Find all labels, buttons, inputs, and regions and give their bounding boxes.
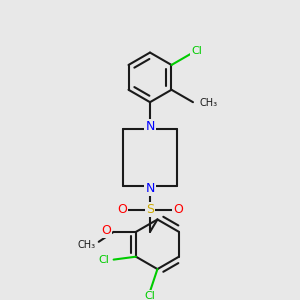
Text: Cl: Cl (191, 46, 202, 56)
Text: N: N (145, 120, 155, 133)
Text: O: O (173, 203, 183, 216)
Text: O: O (101, 224, 111, 237)
Text: S: S (146, 203, 154, 216)
Text: N: N (145, 182, 155, 195)
Text: Cl: Cl (145, 291, 155, 300)
Text: Cl: Cl (98, 255, 109, 265)
Text: CH₃: CH₃ (78, 240, 96, 250)
Text: O: O (117, 203, 127, 216)
Text: CH₃: CH₃ (200, 98, 217, 108)
